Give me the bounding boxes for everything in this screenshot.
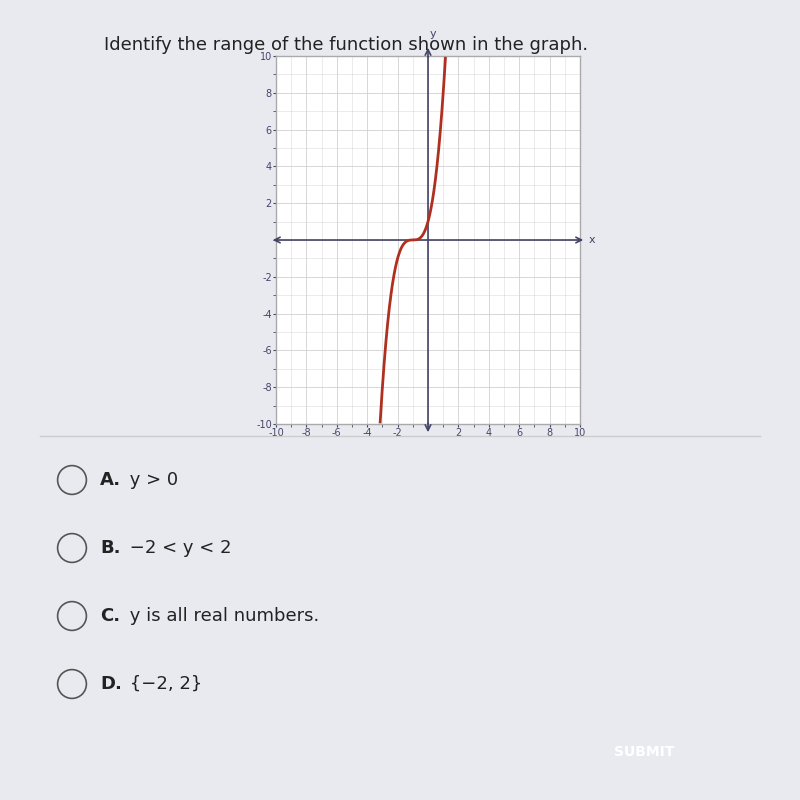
Text: −2 < y < 2: −2 < y < 2	[124, 539, 231, 557]
Text: y > 0: y > 0	[124, 471, 178, 489]
Text: Identify the range of the function shown in the graph.: Identify the range of the function shown…	[104, 36, 588, 54]
Text: D.: D.	[100, 675, 122, 693]
Text: x: x	[589, 235, 596, 245]
Text: SUBMIT: SUBMIT	[614, 745, 674, 759]
Text: {−2, 2}: {−2, 2}	[124, 675, 202, 693]
Text: y is all real numbers.: y is all real numbers.	[124, 607, 319, 625]
Text: B.: B.	[100, 539, 121, 557]
Text: A.: A.	[100, 471, 121, 489]
Text: C.: C.	[100, 607, 120, 625]
Text: y: y	[430, 30, 436, 39]
